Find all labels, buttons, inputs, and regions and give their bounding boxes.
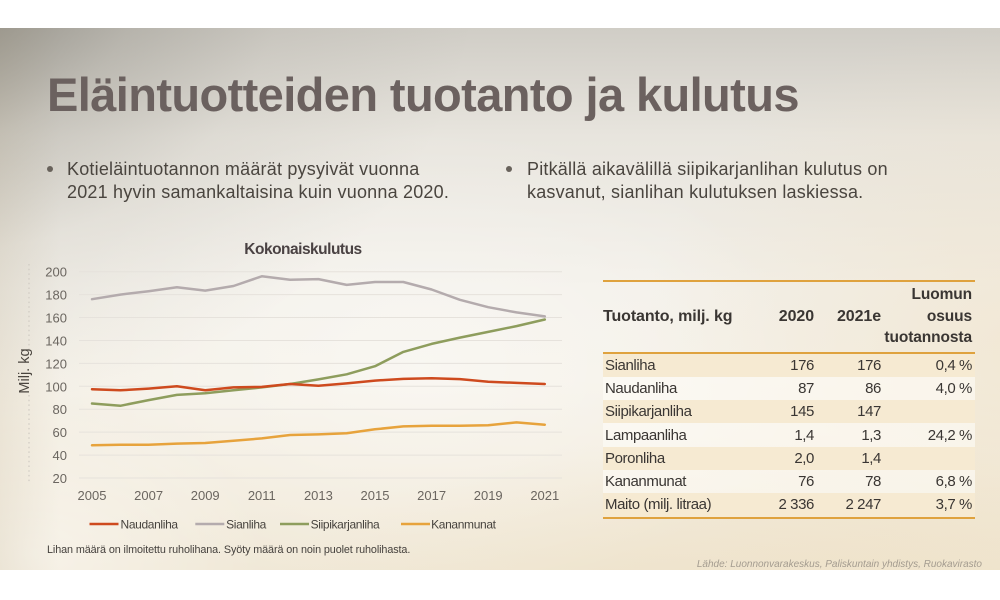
svg-text:2011: 2011 (248, 488, 276, 503)
svg-text:2005: 2005 (78, 488, 107, 503)
svg-text:2009: 2009 (191, 488, 220, 503)
svg-text:Siipikarjanliha: Siipikarjanliha (311, 518, 380, 532)
svg-text:Sianliha: Sianliha (226, 518, 267, 532)
svg-text:120: 120 (45, 356, 67, 371)
svg-text:160: 160 (45, 311, 67, 326)
svg-text:Milj. kg: Milj. kg (17, 348, 33, 393)
svg-text:100: 100 (45, 379, 67, 394)
svg-text:40: 40 (53, 448, 67, 463)
svg-text:140: 140 (45, 334, 67, 349)
svg-text:Naudanliha: Naudanliha (121, 518, 179, 532)
svg-text:2017: 2017 (417, 488, 446, 503)
svg-text:2007: 2007 (134, 488, 163, 503)
svg-text:2015: 2015 (361, 488, 390, 503)
svg-text:2013: 2013 (304, 488, 333, 503)
svg-text:Kokonaiskulutus: Kokonaiskulutus (244, 241, 361, 258)
svg-text:Kananmunat: Kananmunat (431, 518, 497, 532)
svg-text:200: 200 (45, 265, 67, 280)
svg-text:20: 20 (53, 471, 67, 486)
svg-text:60: 60 (53, 425, 67, 440)
svg-text:2019: 2019 (474, 488, 503, 503)
svg-text:80: 80 (53, 402, 67, 417)
svg-text:2021: 2021 (530, 488, 559, 503)
svg-text:180: 180 (45, 288, 67, 303)
